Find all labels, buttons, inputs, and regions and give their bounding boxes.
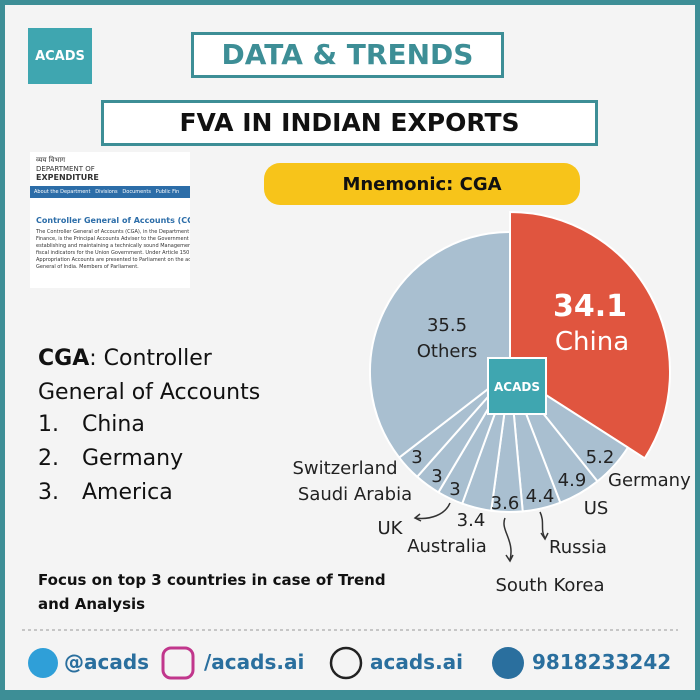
dept: व्यय विभाग DEPARTMENT OF EXPENDITURE [30, 152, 190, 186]
item: America [82, 480, 173, 505]
pie [369, 210, 671, 513]
shot-body: The Controller General of Accounts (CGA)… [36, 229, 190, 270]
num: 3. [38, 480, 59, 505]
category-label: Saudi Arabia [298, 484, 412, 505]
value-label: 4.4 [526, 486, 555, 507]
num: 2. [38, 446, 59, 471]
value-label: 3 [411, 447, 422, 468]
subtitle: FVA IN INDIAN EXPORTS [101, 100, 598, 146]
title: DATA & TRENDS [191, 32, 504, 78]
category-label: Russia [549, 537, 607, 558]
mnemonic: Mnemonic: CGA [342, 174, 501, 195]
phone-icon [492, 647, 524, 679]
value-label: 3.4 [457, 510, 486, 531]
dept-line: EXPENDITURE [36, 173, 99, 182]
value-label: 3.6 [491, 493, 520, 514]
item: China [82, 412, 145, 437]
bottom-bar [0, 690, 700, 700]
nav-item: Divisions [95, 189, 118, 195]
value-label: 3 [449, 479, 460, 500]
category-label: UK [378, 518, 404, 539]
term-text: : Controller General of Accounts [38, 346, 261, 405]
mnemonic-pill [264, 163, 580, 205]
note: Focus on top 3 countries in case of Tren… [38, 571, 386, 613]
category-label: Others [417, 341, 478, 362]
slice [369, 230, 511, 459]
category-label: Switzerland [293, 458, 398, 479]
web-icon [329, 646, 363, 680]
value-label: 35.5 [427, 315, 467, 336]
category-label: Australia [407, 536, 487, 557]
category-label: China [555, 327, 629, 357]
screenshot: व्यय विभाग DEPARTMENT OF EXPENDITURE Abo… [30, 152, 190, 288]
list-item: 3. America [38, 480, 173, 505]
dept-line: DEPARTMENT OF [36, 165, 95, 173]
term: CGA [38, 346, 90, 371]
center-logo [487, 357, 547, 415]
logo: ACADS [35, 49, 85, 64]
phone[interactable]: 9818233242 [532, 650, 672, 674]
center-logo-text: ACADS [494, 380, 540, 394]
value-label: 4.9 [558, 470, 587, 491]
category-label: US [584, 498, 609, 519]
arrows [413, 502, 549, 563]
list-item: 2. Germany [38, 446, 183, 471]
website[interactable]: acads.ai [370, 650, 464, 674]
value-label: 34.1 [553, 289, 627, 324]
category-label: Germany [608, 470, 691, 491]
nav-item: About the Department [34, 189, 91, 195]
list-item: 1. China [38, 412, 145, 437]
shot-heading: Controller General of Accounts (CGA) [36, 216, 190, 225]
instagram[interactable]: /acads.ai [204, 650, 305, 674]
nav: About the Department Divisions Documents… [30, 186, 190, 198]
value-label: 5.2 [586, 447, 615, 468]
instagram-icon [161, 646, 195, 680]
definition: CGA: Controller General of Accounts [38, 342, 288, 410]
category-label: South Korea [495, 575, 604, 596]
telegram[interactable]: @acads [64, 650, 150, 674]
nav-item: Public Fin [155, 189, 180, 195]
item: Germany [82, 446, 184, 471]
telegram-icon [28, 648, 58, 678]
nav-item: Documents [122, 189, 151, 195]
num: 1. [38, 412, 59, 437]
logo-box [28, 28, 92, 84]
dept-hindi: व्यय विभाग [36, 156, 66, 164]
value-label: 3 [431, 466, 442, 487]
